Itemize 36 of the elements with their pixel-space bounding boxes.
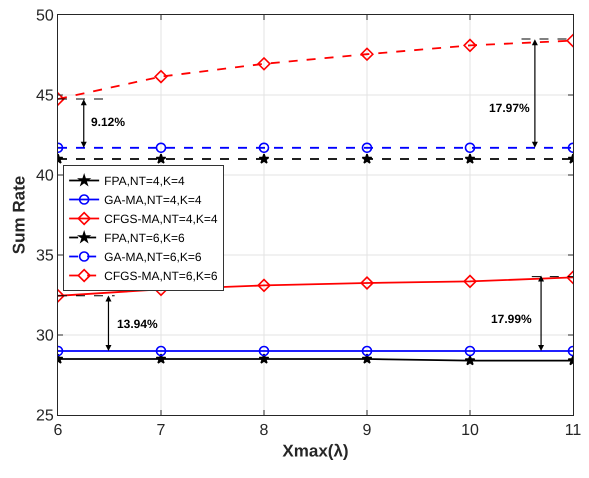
annotation: 9.12% xyxy=(91,115,126,129)
x-axis-title: Xmax(λ) xyxy=(282,442,349,461)
point xyxy=(258,346,270,356)
legend-label: GA-MA,NT=4,K=4 xyxy=(104,193,202,208)
point xyxy=(258,153,270,164)
legend-label: FPA,NT=4,K=4 xyxy=(104,174,185,188)
x-tick-label: 8 xyxy=(260,422,269,440)
y-tick-label: 50 xyxy=(36,8,54,25)
x-tick-label: 6 xyxy=(54,422,63,440)
annotation: 17.97% xyxy=(489,101,530,115)
point xyxy=(362,142,372,154)
y-tick-label: 25 xyxy=(36,408,54,425)
point xyxy=(257,57,271,70)
annotation: 13.94% xyxy=(117,317,158,331)
point xyxy=(362,153,372,164)
x-tick-label: 7 xyxy=(156,422,166,440)
legend-label: CFGS-MA,NT=4,K=4 xyxy=(104,212,218,226)
legend-label: FPA,NT=6,K=6 xyxy=(104,231,185,246)
point xyxy=(258,353,270,364)
y-tick-label: 35 xyxy=(36,248,54,265)
legend-label: CFGS-MA,NT=6,K=6 xyxy=(104,269,218,284)
point xyxy=(257,278,271,292)
x-tick-label: 11 xyxy=(564,422,582,440)
y-tick-label: 40 xyxy=(36,168,54,185)
legend-label: GA-MA,NT=6,K=6 xyxy=(104,250,202,264)
x-tick-label: 9 xyxy=(362,422,372,440)
x-tick-label: 10 xyxy=(461,422,479,440)
point xyxy=(360,276,374,290)
y-axis-title: Sum Rate xyxy=(10,176,29,254)
annotation: 17.99% xyxy=(491,312,532,326)
point xyxy=(362,346,372,356)
point xyxy=(258,142,270,154)
point xyxy=(362,353,372,364)
point xyxy=(360,48,374,61)
y-tick-label: 45 xyxy=(36,88,54,105)
y-tick-label: 30 xyxy=(36,328,54,345)
